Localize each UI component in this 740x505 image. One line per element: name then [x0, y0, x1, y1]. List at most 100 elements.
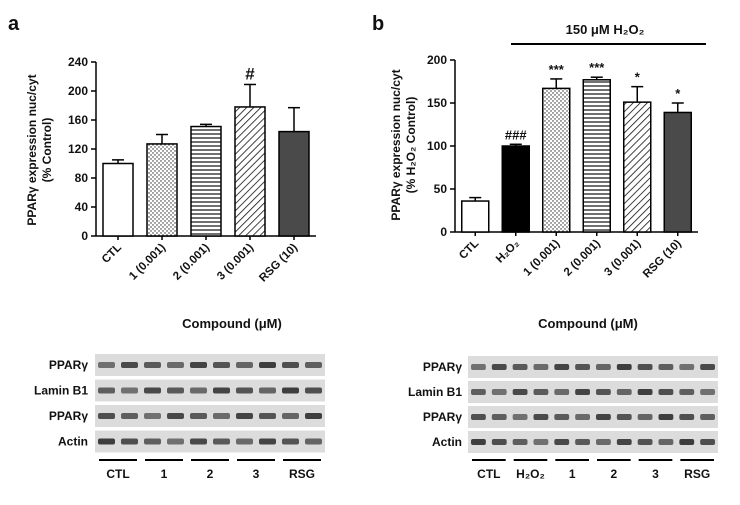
wb-a-group-label: RSG — [289, 467, 315, 481]
wb-a-band — [190, 362, 207, 368]
wb-b-band — [658, 364, 674, 370]
chart-a-xlabel: Compound (μM) — [182, 316, 282, 331]
wb-b-band — [679, 364, 695, 370]
chart-a-xtick-label: 1 (0.001) — [127, 242, 168, 283]
chart-b-xlabel: Compound (μM) — [538, 316, 638, 331]
wb-b-band — [637, 439, 653, 445]
wb-a-blot-strip — [95, 405, 325, 427]
chart-b-ytick-label: 150 — [427, 96, 447, 110]
wb-b-band — [471, 364, 486, 370]
chart-b: 0 50 100 150 200 CTL H₂O₂ ### 1 (0.001) *** 2 (0.0… — [427, 53, 698, 280]
wb-a-band — [98, 413, 115, 419]
wb-a-band — [144, 362, 161, 368]
chart-a-xtick-label: CTL — [100, 242, 124, 266]
wb-a-band — [190, 387, 207, 394]
wb-b-band-label: PPARγ — [423, 360, 462, 374]
wb-b-band — [575, 364, 590, 370]
wb-a-band — [98, 362, 115, 368]
wb-a-blot-strip — [95, 354, 325, 376]
wb-a-band — [305, 413, 322, 419]
wb-b-band — [471, 389, 486, 395]
wb-b-band — [512, 389, 528, 395]
wb-a-band — [213, 413, 230, 419]
wb-a-blot-strip — [95, 379, 325, 402]
wb-b-band — [491, 364, 507, 370]
wb-b-blot-strip — [468, 431, 718, 453]
wb-a-band — [236, 438, 253, 445]
wb-b-band — [533, 414, 549, 420]
panel-b-letter: b — [372, 13, 384, 35]
chart-a-ytick-label: 80 — [75, 171, 89, 185]
wb-b-band — [700, 364, 715, 370]
wb-b-band — [700, 389, 715, 395]
wb-a-band — [282, 387, 299, 394]
wb-a-band — [98, 438, 115, 445]
wb-a-group-label: 1 — [161, 467, 168, 481]
wb-b-band — [596, 389, 611, 395]
wb-b-band — [596, 414, 611, 420]
wb-a-band — [305, 387, 322, 394]
wb-b-band — [637, 389, 653, 395]
chart-a-ytick-label: 0 — [81, 229, 88, 243]
wb-b-group-label: 2 — [610, 467, 617, 481]
chart-a-ylabel-line2: (% Control) — [40, 118, 54, 183]
wb-b-band — [637, 414, 653, 420]
wb-a-band-label: Lamin B1 — [34, 384, 88, 398]
wb-b-blot-strip — [468, 356, 718, 378]
wb-b-band — [700, 414, 715, 420]
wb-b-group-label: H₂O₂ — [516, 467, 545, 481]
wb-b-band — [491, 414, 507, 420]
chart-b-significance-label: *** — [589, 60, 605, 75]
chart-a-bar — [102, 162, 134, 237]
wb-b-blot-strip — [468, 381, 718, 403]
chart-a-xtick-label: 3 (0.001) — [215, 242, 256, 283]
wb-a-band — [167, 362, 184, 368]
wb-b-band — [554, 389, 570, 395]
wb-a-group-label: 3 — [253, 467, 260, 481]
wb-a-band — [236, 387, 253, 394]
wb-b-band-label: Lamin B1 — [408, 385, 462, 399]
chart-a-bar — [278, 130, 310, 237]
chart-a-ytick-label: 40 — [75, 200, 89, 214]
wb-a-band — [282, 362, 299, 368]
wb-a-band-label: Actin — [58, 435, 88, 449]
wb-a-band — [167, 413, 184, 419]
wb-b-band — [575, 389, 590, 395]
wb-a-band-label: PPARγ — [49, 358, 88, 372]
chart-b-significance-label: * — [675, 86, 681, 101]
chart-b-bar — [501, 145, 530, 233]
chart-b-ytick-label: 50 — [434, 182, 448, 196]
wb-b-band — [596, 364, 611, 370]
chart-b-bar — [461, 200, 490, 233]
wb-b-group-label: RSG — [684, 467, 710, 481]
wb-a-group-label: CTL — [106, 467, 129, 481]
chart-b-ylabel-line1: PPARγ expression nuc/cyt — [389, 69, 403, 220]
chart-b-significance-label: * — [635, 70, 641, 85]
chart-b-bar — [663, 111, 692, 233]
chart-b-bar — [582, 79, 611, 233]
wb-a-blot-strip — [95, 430, 325, 453]
chart-a-ylabel-line1: PPARγ expression nuc/cyt — [25, 74, 39, 225]
chart-b-significance-label: *** — [549, 62, 565, 77]
chart-a-xtick-label: 2 (0.001) — [171, 242, 212, 283]
wb-b-band — [554, 439, 570, 445]
wb-b-band — [616, 439, 632, 445]
chart-b-xtick-label: 3 (0.001) — [602, 238, 643, 279]
chart-a-bar — [234, 106, 266, 237]
wb-b-band — [491, 439, 507, 445]
chart-b-ylabel-line2: (% H₂O₂ Control) — [404, 97, 418, 194]
wb-a-band — [144, 413, 161, 419]
wb-b-band — [554, 364, 570, 370]
chart-a-xtick-label: RSG (10) — [257, 242, 300, 285]
wb-a-band — [144, 438, 161, 445]
wb-b-band — [637, 364, 653, 370]
wb-a-band — [190, 413, 207, 419]
wb-a-band — [282, 438, 299, 445]
wb-b-band — [658, 389, 674, 395]
wb-a-band — [213, 362, 230, 368]
wb-b-band-label: Actin — [432, 435, 462, 449]
wb-b-band — [679, 414, 695, 420]
chart-b-ytick-label: 200 — [427, 53, 447, 67]
wb-b-band — [679, 439, 695, 445]
wb-a-band — [305, 438, 322, 445]
